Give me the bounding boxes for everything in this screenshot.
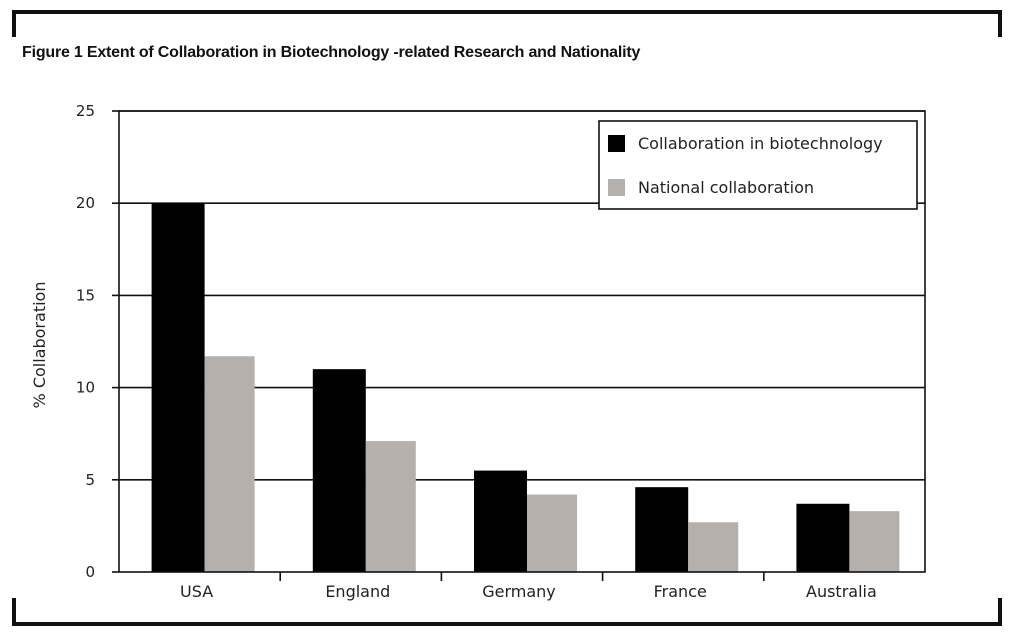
bar-biotech-england: [312, 369, 366, 572]
y-tick-label: 5: [85, 471, 95, 489]
bar-national-usa: [204, 356, 255, 572]
y-tick-label: 20: [76, 194, 95, 212]
y-tick-label: 0: [85, 563, 95, 581]
legend: Collaboration in biotechnology National c…: [598, 120, 918, 210]
legend-label: National collaboration: [638, 178, 814, 197]
bar-biotech-germany: [474, 470, 527, 572]
bar-national-france: [688, 522, 739, 572]
top-bracket: [12, 10, 1002, 37]
bar-biotech-france: [635, 487, 689, 572]
y-tick-label: 25: [76, 102, 95, 120]
bar-national-england: [365, 441, 416, 572]
x-tick-label: England: [325, 582, 390, 601]
plot-area-border: [118, 110, 926, 573]
y-axis-title: % Collaboration: [30, 282, 49, 409]
legend-swatch: [608, 135, 625, 152]
x-tick-label: USA: [180, 582, 213, 601]
x-tick-label: Australia: [806, 582, 877, 601]
bar-biotech-australia: [796, 503, 850, 572]
y-tick-label: 10: [76, 379, 95, 397]
axes: [112, 110, 926, 581]
y-tick-label: 15: [76, 286, 95, 304]
x-tick-label: Germany: [482, 582, 556, 601]
bar-national-germany: [527, 494, 577, 572]
figure-title: Figure 1 Extent of Collaboration in Biot…: [22, 44, 641, 61]
x-tick-label: France: [654, 582, 707, 601]
bars: [151, 203, 900, 572]
legend-box: [598, 120, 918, 210]
frame-brackets: [12, 10, 1002, 626]
bar-biotech-usa: [151, 203, 205, 572]
y-tick-labels: 0 5 10 15 20 25: [76, 102, 95, 581]
bottom-bracket: [12, 598, 1002, 626]
legend-swatch: [608, 179, 625, 196]
bar-national-australia: [849, 511, 900, 572]
x-tick-labels: USA England Germany France Australia: [180, 582, 877, 601]
legend-label: Collaboration in biotechnology: [638, 134, 883, 153]
